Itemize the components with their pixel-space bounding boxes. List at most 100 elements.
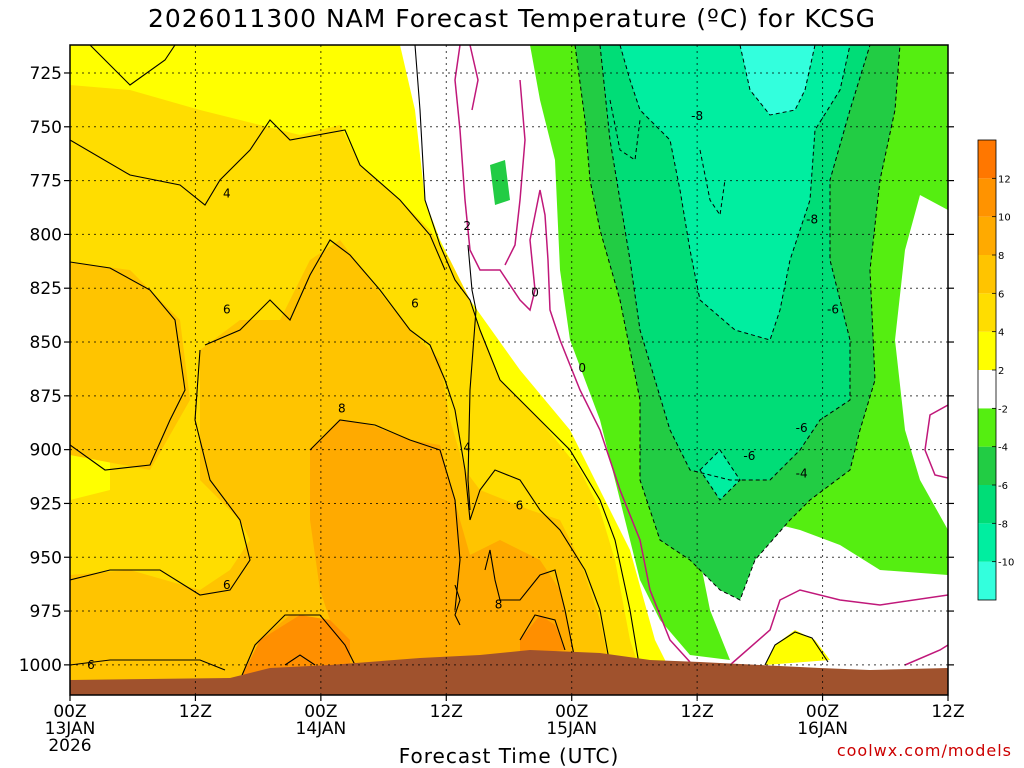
colorbar-label: 12 [998,174,1011,185]
credit-text: coolwx.com/models [836,741,1012,760]
colorbar-swatch [978,370,996,409]
y-tick-label: 800 [30,225,62,245]
contour-label: 6 [223,303,231,317]
x-tick-label: 16JAN [797,719,848,739]
contour-line [924,404,948,479]
plot-frame [69,44,949,696]
contour-line [619,45,851,341]
x-tick-label: 12Z [931,702,964,722]
colorbar-swatch [978,408,996,447]
contour-line [729,589,948,666]
colorbar-label: -10 [998,558,1014,569]
contour-lines-cold [574,45,901,601]
contour-label: 6 [223,578,231,592]
field-warm-patch-right [765,630,830,665]
y-tick-label: 925 [30,494,62,514]
y-tick-label: 1000 [19,656,62,676]
contour-line [504,79,526,266]
colorbar-swatch [978,293,996,332]
contour-label: 0 [578,361,586,375]
colorbar-swatch [978,255,996,294]
y-tick-label: 975 [30,602,62,622]
x-tick-label: 00Z [806,702,839,722]
x-tick-label: 15JAN [546,719,597,739]
terrain [70,650,948,695]
y-tick-label: 725 [30,64,62,84]
y-tick-label: 950 [30,548,62,568]
contour-line [239,614,356,681]
y-tick-label: 775 [30,172,62,192]
x-tick-label: 2026 [48,736,91,756]
contour-line [414,45,641,671]
y-tick-label: 850 [30,333,62,353]
contour-line [519,614,566,651]
colorbar-swatch [978,216,996,255]
contour-label: 6 [87,658,95,672]
contour-line [739,45,816,116]
y-tick-label: 750 [30,118,62,138]
contour-label: -6 [827,303,839,317]
contour-label: -8 [806,212,818,226]
x-tick-label: 12Z [430,702,463,722]
colorbar-label: 10 [998,213,1011,224]
contour-label: 0 [531,286,539,300]
colorbar-label: -2 [998,404,1008,415]
x-tick-label: 12Z [681,702,714,722]
contour-label: 6 [516,499,524,513]
contour-line [70,261,186,471]
x-axis-label: Forecast Time (UTC) [398,744,620,768]
y-tick-label: 900 [30,441,62,461]
contour-line [469,45,479,111]
contour-line [904,644,948,666]
colorbar-swatch [978,178,996,217]
colorbar-label: 2 [998,366,1004,377]
contour-line [204,239,611,666]
contour-label: -8 [691,109,703,123]
colorbar-swatch [978,485,996,524]
chart-title: 2026011300 NAM Forecast Temperature (ºC)… [147,4,877,33]
colorbar-swatch [978,140,996,179]
contour-line [284,654,316,666]
x-tick-label: 00Z [304,702,337,722]
x-tick-label: 12Z [179,702,212,722]
field-cold-m8-m10 [620,45,850,500]
contour-label: -6 [796,421,808,435]
field-warm-8-10 [240,420,575,680]
colorbar: -10 -8 -6 -4 -2 2 4 6 8 10 12 [977,139,1014,601]
contour-line [764,631,829,666]
colorbar-swatch [978,446,996,485]
contour-label: 4 [463,440,471,454]
colorbar-label: 8 [998,251,1004,262]
colorbar-swatch [978,331,996,370]
contour-line [309,419,461,611]
colorbar-label: -4 [998,443,1008,454]
colorbar-label: 6 [998,289,1004,300]
contour-labels: 4 2 6 6 0 0 8 4 6 6 8 6 -8 -8 -6 -6 -6 -4 [87,109,839,672]
contour-line [574,45,901,601]
contour-line [467,244,477,511]
contour-line [699,449,741,501]
contour-label: -6 [743,449,755,463]
x-tick-label: 13JAN [45,719,96,739]
colorbar-swatch [978,561,996,600]
contour-label: 6 [411,296,419,310]
y-tick-label: 875 [30,387,62,407]
contour-lines-zero [454,45,948,666]
contour-line [484,549,576,661]
colorbar-label: 4 [998,328,1004,339]
contour-label: 2 [463,219,471,233]
contour-label: 8 [495,598,503,612]
contour-lines-warm [70,45,829,681]
grid [69,45,949,695]
y-tick-label: 825 [30,279,62,299]
contour-label: 4 [223,187,231,201]
colorbar-swatch [978,523,996,562]
colorbar-label: -8 [998,519,1008,530]
contour-label: 8 [338,402,346,416]
x-tick-label: 00Z [53,702,86,722]
contour-line [454,584,461,626]
field-cold-m10-m12 [740,45,815,115]
